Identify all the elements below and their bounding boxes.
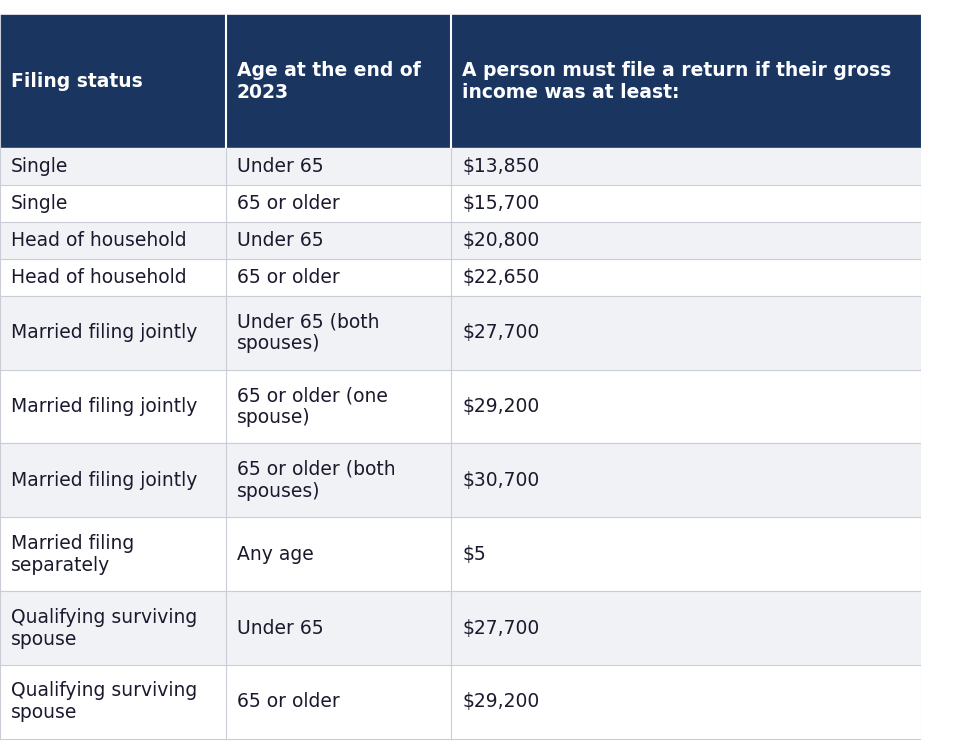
Text: Single: Single (11, 157, 68, 176)
Text: $22,650: $22,650 (463, 268, 540, 287)
Text: $13,850: $13,850 (463, 157, 540, 176)
Text: $30,700: $30,700 (463, 471, 540, 490)
Text: $29,200: $29,200 (463, 692, 540, 712)
Text: $29,200: $29,200 (463, 397, 540, 416)
Text: 65 or older: 65 or older (237, 194, 339, 213)
Text: Age at the end of
2023: Age at the end of 2023 (237, 61, 421, 102)
Text: Married filing jointly: Married filing jointly (11, 397, 198, 416)
Text: Married filing jointly: Married filing jointly (11, 471, 198, 490)
Text: Head of household: Head of household (11, 268, 187, 287)
Text: 65 or older (one
spouse): 65 or older (one spouse) (237, 386, 388, 427)
Text: 65 or older (both
spouses): 65 or older (both spouses) (237, 460, 395, 501)
Bar (0, 369, 920, 443)
Bar (0, 591, 920, 665)
Text: Qualifying surviving
spouse: Qualifying surviving spouse (11, 682, 198, 722)
Bar (0, 148, 920, 185)
Text: $20,800: $20,800 (463, 231, 540, 250)
Bar (0, 259, 920, 296)
Bar (0, 517, 920, 591)
Text: Married filing jointly: Married filing jointly (11, 323, 198, 342)
Bar (226, 15, 451, 148)
Text: Under 65: Under 65 (237, 618, 323, 638)
Text: A person must file a return if their gross
income was at least:: A person must file a return if their gro… (463, 61, 891, 102)
Text: Under 65: Under 65 (237, 157, 323, 176)
Bar (0, 443, 920, 517)
Text: $27,700: $27,700 (463, 618, 540, 638)
Text: $15,700: $15,700 (463, 194, 540, 213)
Text: $27,700: $27,700 (463, 323, 540, 342)
Bar (451, 15, 920, 148)
Text: Under 65 (both
spouses): Under 65 (both spouses) (237, 312, 379, 353)
Text: Under 65: Under 65 (237, 231, 323, 250)
Bar (0, 222, 920, 259)
Bar (0, 185, 920, 222)
Text: Single: Single (11, 194, 68, 213)
Text: Any age: Any age (237, 545, 314, 564)
Text: Filing status: Filing status (11, 72, 143, 91)
Text: Head of household: Head of household (11, 231, 187, 250)
Text: 65 or older: 65 or older (237, 268, 339, 287)
Bar (0, 665, 920, 739)
Text: $5: $5 (463, 545, 486, 564)
Text: Qualifying surviving
spouse: Qualifying surviving spouse (11, 608, 198, 648)
Bar (0, 296, 920, 369)
Bar (0, 15, 226, 148)
Text: Married filing
separately: Married filing separately (11, 534, 134, 575)
Text: 65 or older: 65 or older (237, 692, 339, 712)
